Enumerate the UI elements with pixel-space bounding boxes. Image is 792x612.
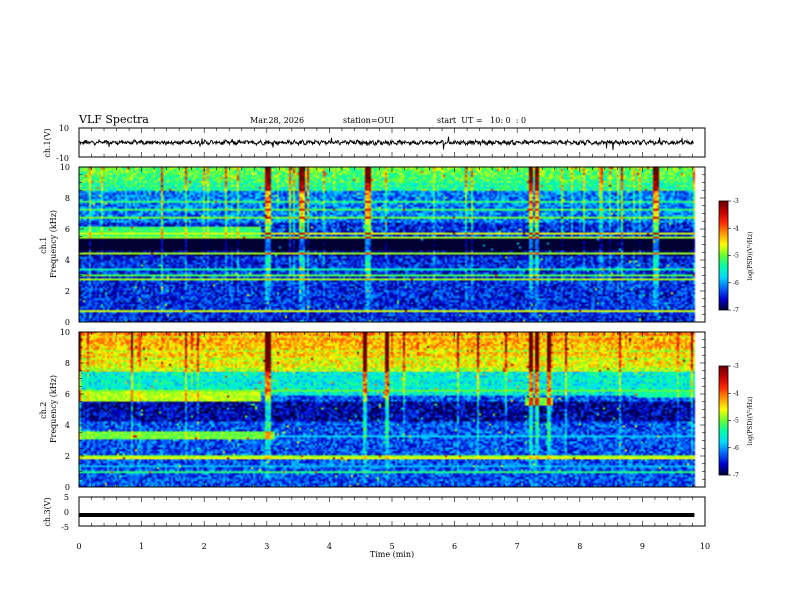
ch1-waveform-ticks: [78, 128, 706, 157]
ch1-spectrogram-ylabel-line2: Frequency (kHz): [49, 210, 58, 278]
x-axis-tick-labels: 0 1 2 3 4 5 6 7 8 9 10: [76, 542, 710, 551]
x-tick-label: 0: [76, 542, 81, 551]
y-tick-label: 8: [65, 194, 70, 203]
x-tick-label: 4: [327, 542, 332, 551]
colorbar-tick-label: -6: [733, 445, 739, 452]
x-tick-label: 9: [640, 542, 645, 551]
ch1-colorbar-label: log(PSD)(V²/Hz): [747, 232, 754, 281]
y-tick-label: 6: [65, 390, 70, 399]
colorbar-tick-label: -3: [733, 198, 739, 205]
ch1-waveform-trace: [78, 136, 695, 151]
ch1-spectrogram-ytick-labels: 0 2 4 6 8 10: [60, 163, 70, 327]
x-tick-label: 6: [452, 542, 457, 551]
y-tick-label: 2: [65, 287, 70, 296]
ch1-ylabel: ch.1(V): [43, 128, 52, 157]
ch2-colorbar-gradient: [718, 365, 729, 476]
x-tick-label: 3: [264, 542, 269, 551]
y-tick-label: 10: [60, 328, 70, 337]
header-station: station=OUI: [343, 116, 394, 125]
ch1-ytick-bottom: -10: [56, 154, 69, 163]
ch1-waveform-line: [78, 136, 695, 151]
ch1-colorbar: -3 -4 -5 -6 -7 log(PSD)(V²/Hz): [718, 198, 754, 314]
header-date: Mar.28, 2026: [250, 116, 304, 125]
ch2-colorbar-label: log(PSD)(V²/Hz): [747, 397, 754, 446]
ch1-spectrogram-ticks: [78, 166, 706, 323]
x-axis-label: Time (min): [370, 550, 414, 559]
ch2-colorbar-ticks: -3 -4 -5 -6 -7: [728, 363, 739, 479]
colorbar-tick-label: -4: [733, 390, 739, 397]
ch1-colorbar-gradient: [718, 200, 729, 311]
figure-title: VLF Spectra: [78, 113, 149, 126]
ch2-spectrogram-cells: [79, 332, 705, 487]
ch1-spectrogram-panel: 0 2 4 6 8 10 ch.1 Frequency (kHz): [39, 163, 706, 327]
spectrogram-image: [79, 332, 705, 487]
ch2-spectrogram-ticks: [78, 331, 706, 488]
ch2-spectrogram-ytick-labels: 0 2 4 6 8 10: [60, 328, 70, 492]
colorbar-tick-label: -5: [733, 253, 739, 260]
colorbar-tick-label: -7: [733, 472, 739, 479]
ch3-waveform-ticks: [78, 497, 706, 526]
header-start-time: start UT = 10: 0 : 0: [437, 116, 526, 125]
y-tick-label: 2: [65, 452, 70, 461]
y-tick-label: 4: [65, 421, 70, 430]
ch3-ytick-top: 5: [64, 493, 69, 502]
ch1-spectrogram-cells: [79, 167, 705, 322]
ch2-colorbar: -3 -4 -5 -6 -7 log(PSD)(V²/Hz): [718, 363, 754, 479]
x-tick-label: 10: [700, 542, 710, 551]
ch1-ytick-top: 10: [59, 124, 69, 133]
ch2-spectrogram-panel: 0 2 4 6 8 10 ch.2 Frequency (kHz): [39, 328, 706, 492]
ch1-colorbar-ticks: -3 -4 -5 -6 -7: [728, 198, 739, 314]
x-tick-label: 1: [139, 542, 144, 551]
colorbar-tick-label: -5: [733, 418, 739, 425]
ch2-spectrogram-ylabel-line2: Frequency (kHz): [49, 375, 58, 443]
x-tick-label: 8: [577, 542, 582, 551]
y-tick-label: 4: [65, 256, 70, 265]
y-tick-label: 6: [65, 225, 70, 234]
colorbar-tick-label: -6: [733, 280, 739, 287]
ch2-spectrogram-ylabel: ch.2 Frequency (kHz): [39, 375, 58, 443]
ch1-spectrogram-ylabel: ch.1 Frequency (kHz): [39, 210, 58, 278]
ch3-ytick-bottom: -5: [61, 523, 69, 532]
ch3-ylabel: ch.3(V): [43, 497, 52, 526]
ch2-spectrogram-ylabel-line1: ch.2: [39, 402, 48, 419]
x-tick-label: 2: [202, 542, 207, 551]
y-tick-label: 10: [60, 163, 70, 172]
ch1-spectrogram-ylabel-line1: ch.1: [39, 237, 48, 254]
x-tick-label: 5: [389, 542, 394, 551]
colorbar-tick-label: -3: [733, 363, 739, 370]
y-tick-label: 8: [65, 359, 70, 368]
y-tick-label: 0: [65, 483, 70, 492]
spectrogram-image: [79, 167, 705, 322]
y-tick-label: 0: [65, 318, 70, 327]
colorbar-tick-label: -4: [733, 225, 739, 232]
ch3-waveform-panel: 5 0 -5 ch.3(V): [43, 493, 706, 532]
ch1-waveform-panel: 10 -10 ch.1(V): [43, 124, 706, 163]
x-tick-label: 7: [515, 542, 520, 551]
colorbar-tick-label: -7: [733, 307, 739, 314]
ch3-ytick-mid: 0: [64, 508, 69, 517]
